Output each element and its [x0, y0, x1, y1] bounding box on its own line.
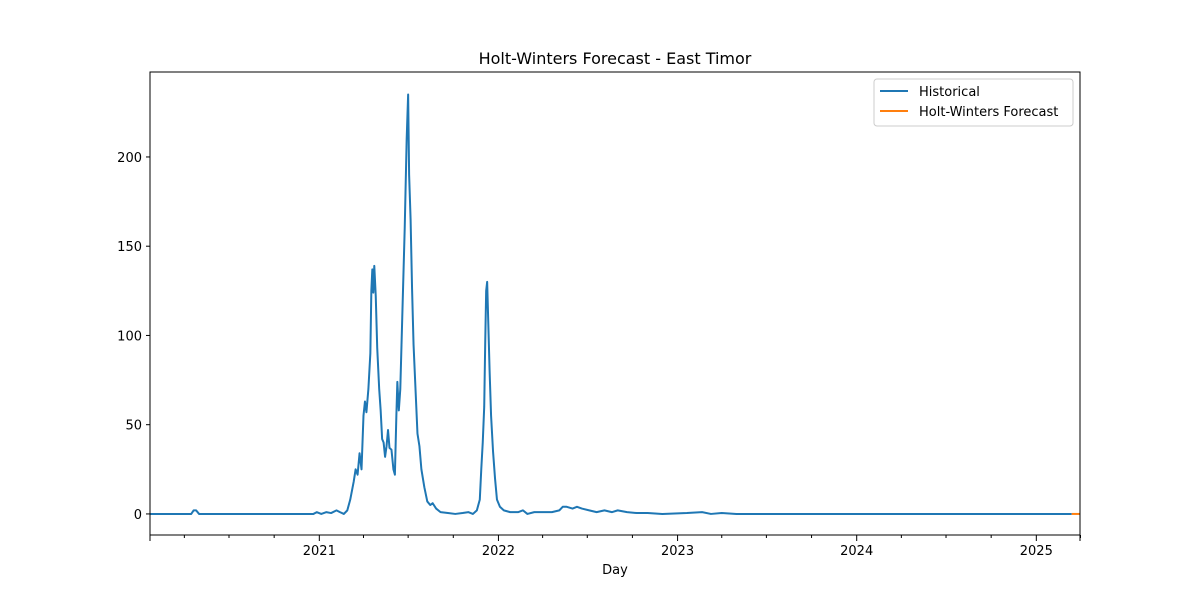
series-line-0: [150, 93, 1072, 515]
legend-label-0: Historical: [919, 85, 980, 100]
y-tick-label: 200: [117, 151, 142, 166]
axes-frame: [149, 71, 1081, 536]
y-tick-label: 100: [117, 329, 142, 344]
chart-title: Holt-Winters Forecast - East Timor: [479, 49, 752, 68]
series-group: [150, 93, 1080, 515]
y-tick-label: 50: [125, 419, 142, 434]
legend: Historical Holt-Winters Forecast: [873, 78, 1074, 127]
x-tick-label: 2024: [840, 544, 873, 559]
y-tick-label: 0: [134, 508, 142, 523]
x-tick-label: 2021: [303, 544, 336, 559]
legend-box: [873, 78, 1074, 127]
x-axis-label: Day: [602, 563, 628, 578]
y-tick-label: 150: [117, 240, 142, 255]
legend-label-1: Holt-Winters Forecast: [919, 105, 1058, 120]
x-tick-label: 2022: [482, 544, 515, 559]
x-tick-label: 2025: [1020, 544, 1053, 559]
plot-area: 0 50 100 150 200 2021 2022 2023 2024 2025: [117, 71, 1081, 559]
x-tick-label: 2023: [661, 544, 694, 559]
